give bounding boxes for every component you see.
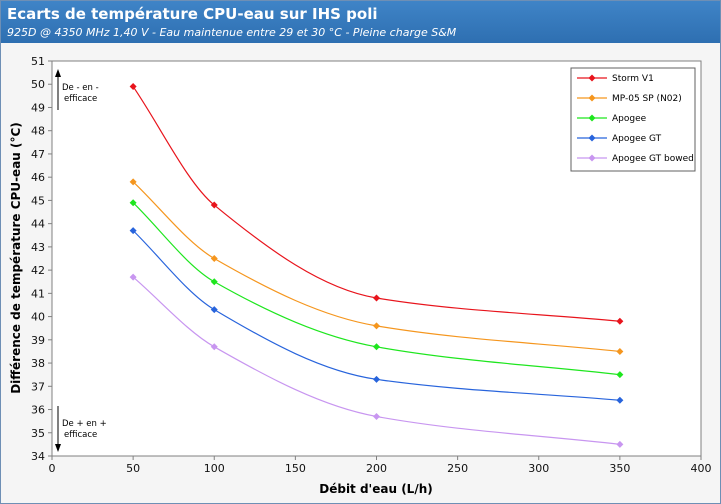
annotation-bottom-line2: efficace <box>64 430 97 440</box>
y-tick-label: 40 <box>31 311 45 324</box>
data-point <box>129 227 137 235</box>
y-tick-label: 39 <box>31 334 45 347</box>
data-point <box>129 199 137 207</box>
legend-label: Apogee GT bowed <box>612 154 694 164</box>
annotation-bottom: De + en + efficace <box>55 406 107 452</box>
y-tick-label: 36 <box>31 404 45 417</box>
annotation-top-line2: efficace <box>64 94 97 104</box>
annotation-top: De - en - efficace <box>55 69 99 110</box>
data-point <box>616 347 624 355</box>
y-tick-label: 35 <box>31 427 45 440</box>
data-point <box>616 371 624 379</box>
y-tick-label: 41 <box>31 287 45 300</box>
annotation-top-line1: De - en - <box>62 83 99 93</box>
y-tick-label: 48 <box>31 125 45 138</box>
x-tick-label: 250 <box>447 462 468 475</box>
y-tick-label: 50 <box>31 78 45 91</box>
series-line <box>132 276 620 445</box>
legend-swatch-marker <box>588 74 596 82</box>
data-point <box>373 322 380 330</box>
series-apogee <box>129 199 624 379</box>
legend-item: MP-05 SP (N02) <box>577 94 682 104</box>
x-tick-label: 150 <box>285 462 306 475</box>
legend-item: Storm V1 <box>577 74 654 84</box>
legend-label: Apogee GT <box>612 134 662 144</box>
data-point <box>373 294 380 302</box>
legend-label: MP-05 SP (N02) <box>612 94 682 104</box>
data-point <box>129 273 137 281</box>
data-point <box>373 375 380 383</box>
chart-title: Ecarts de température CPU-eau sur IHS po… <box>7 5 378 23</box>
data-point <box>210 201 218 209</box>
data-point <box>210 343 218 351</box>
arrow-up-icon <box>55 69 61 77</box>
series-line <box>132 181 620 353</box>
series-apogee-gt-bowed <box>129 273 624 448</box>
x-tick-label: 400 <box>691 462 712 475</box>
series-line <box>132 202 620 376</box>
y-axis-label: Différence de température CPU-eau (°C) <box>9 122 23 394</box>
legend-label: Storm V1 <box>612 74 654 84</box>
x-tick-label: 0 <box>49 462 56 475</box>
x-tick-label: 100 <box>204 462 225 475</box>
legend-item: Apogee GT <box>577 134 662 144</box>
x-tick-label: 200 <box>366 462 387 475</box>
y-tick-label: 49 <box>31 101 45 114</box>
x-tick-label: 350 <box>609 462 630 475</box>
data-point <box>373 413 380 420</box>
data-point <box>129 178 137 186</box>
y-axis-ticks: 34 35 36 37 38 39 40 41 42 43 44 45 46 47 48 49 50 51 <box>31 55 52 463</box>
legend-swatch-marker <box>588 94 596 102</box>
legend-item: Apogee <box>577 114 647 124</box>
data-point <box>129 83 137 91</box>
y-tick-label: 38 <box>31 357 45 370</box>
data-point <box>210 306 218 314</box>
annotation-bottom-line1: De + en + <box>62 419 107 429</box>
y-tick-label: 47 <box>31 148 45 161</box>
y-tick-label: 51 <box>31 55 45 68</box>
data-point <box>616 440 624 448</box>
y-tick-label: 37 <box>31 380 45 393</box>
legend-items: Storm V1 MP-05 SP (N02) Apogee Apogee GT Apo… <box>577 74 694 164</box>
data-point <box>210 278 218 286</box>
x-axis-ticks: 0 50 100 150 200 250 300 350 400 <box>49 456 712 475</box>
x-axis-label: Débit d'eau (L/h) <box>319 482 432 496</box>
x-tick-label: 50 <box>126 462 140 475</box>
legend-swatch-marker <box>588 154 596 162</box>
y-tick-label: 42 <box>31 264 45 277</box>
series-apogee-gt <box>129 227 624 404</box>
data-point <box>373 343 380 351</box>
data-point <box>210 255 218 262</box>
y-tick-label: 43 <box>31 241 45 254</box>
series-mp-05-sp-n02 <box>129 178 624 355</box>
chart-header: Ecarts de température CPU-eau sur IHS po… <box>1 1 720 43</box>
y-tick-label: 45 <box>31 194 45 207</box>
series-line <box>132 230 620 401</box>
data-point <box>616 396 624 404</box>
series-layer <box>129 83 624 448</box>
x-tick-label: 300 <box>528 462 549 475</box>
series-storm-v1 <box>129 83 624 325</box>
chart-subtitle: 925D @ 4350 MHz 1,40 V - Eau maintenue e… <box>7 26 457 39</box>
data-point <box>616 317 624 325</box>
legend-swatch-marker <box>588 114 596 122</box>
arrow-down-icon <box>55 444 61 452</box>
y-tick-label: 44 <box>31 218 45 231</box>
legend: Storm V1 MP-05 SP (N02) Apogee Apogee GT Apo… <box>570 67 696 172</box>
series-line <box>132 86 620 322</box>
y-tick-label: 34 <box>31 450 45 463</box>
legend-label: Apogee <box>612 114 647 124</box>
y-tick-label: 46 <box>31 171 45 184</box>
legend-swatch-marker <box>588 134 596 142</box>
legend-item: Apogee GT bowed <box>577 154 694 164</box>
